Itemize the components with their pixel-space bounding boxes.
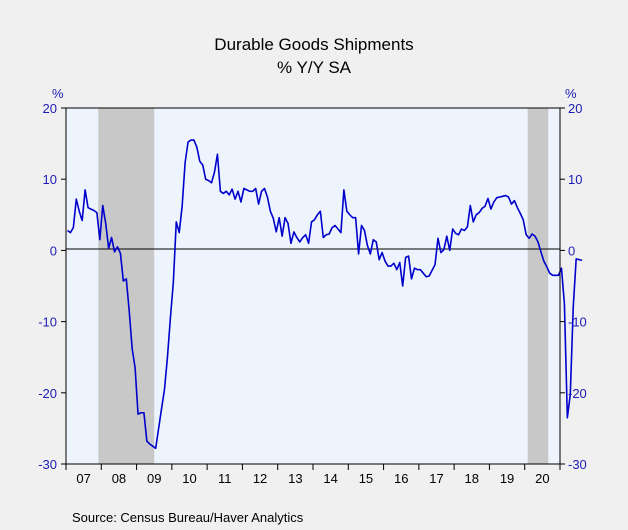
x-tick-label: 18 bbox=[465, 471, 479, 486]
right-tick-label: -20 bbox=[568, 386, 587, 401]
right-axis: 20 10 0 -10 -20 -30 bbox=[560, 101, 587, 472]
x-tick-label: 08 bbox=[112, 471, 126, 486]
chart-title: Durable Goods Shipments bbox=[214, 35, 413, 54]
left-tick-label: 0 bbox=[50, 243, 57, 258]
chart-subtitle: % Y/Y SA bbox=[277, 58, 352, 77]
x-tick-label: 10 bbox=[182, 471, 196, 486]
x-tick-label: 20 bbox=[535, 471, 549, 486]
right-unit-label: % bbox=[565, 86, 577, 101]
series-line-1 bbox=[66, 139, 583, 450]
right-tick-label: -10 bbox=[568, 315, 587, 330]
x-tick-label: 12 bbox=[253, 471, 267, 486]
x-tick-label: 14 bbox=[323, 471, 337, 486]
recession-band-2 bbox=[527, 108, 549, 464]
x-tick-label: 15 bbox=[359, 471, 373, 486]
left-unit-label: % bbox=[52, 86, 64, 101]
x-tick-label: 09 bbox=[147, 471, 161, 486]
x-tick-label: 19 bbox=[500, 471, 514, 486]
x-tick-label: 13 bbox=[288, 471, 302, 486]
right-tick-label: 20 bbox=[568, 101, 582, 116]
right-tick-label: 10 bbox=[568, 172, 582, 187]
x-tick-label: 11 bbox=[218, 471, 232, 486]
left-tick-label: -30 bbox=[38, 457, 57, 472]
x-tick-label: 17 bbox=[429, 471, 443, 486]
x-tick-label: 07 bbox=[76, 471, 90, 486]
source-note: Source: Census Bureau/Haver Analytics bbox=[72, 510, 304, 525]
series-layer bbox=[66, 139, 583, 450]
left-tick-label: 10 bbox=[43, 172, 57, 187]
left-axis: 20 10 0 -10 -20 -30 bbox=[38, 101, 66, 472]
left-tick-label: -10 bbox=[38, 315, 57, 330]
right-tick-label: -30 bbox=[568, 457, 587, 472]
left-tick-label: -20 bbox=[38, 386, 57, 401]
right-tick-label: 0 bbox=[568, 243, 575, 258]
x-axis: 07 08 09 10 11 12 13 14 15 16 17 18 19 20 bbox=[65, 464, 561, 486]
left-tick-label: 20 bbox=[43, 101, 57, 116]
x-tick-label: 16 bbox=[394, 471, 408, 486]
